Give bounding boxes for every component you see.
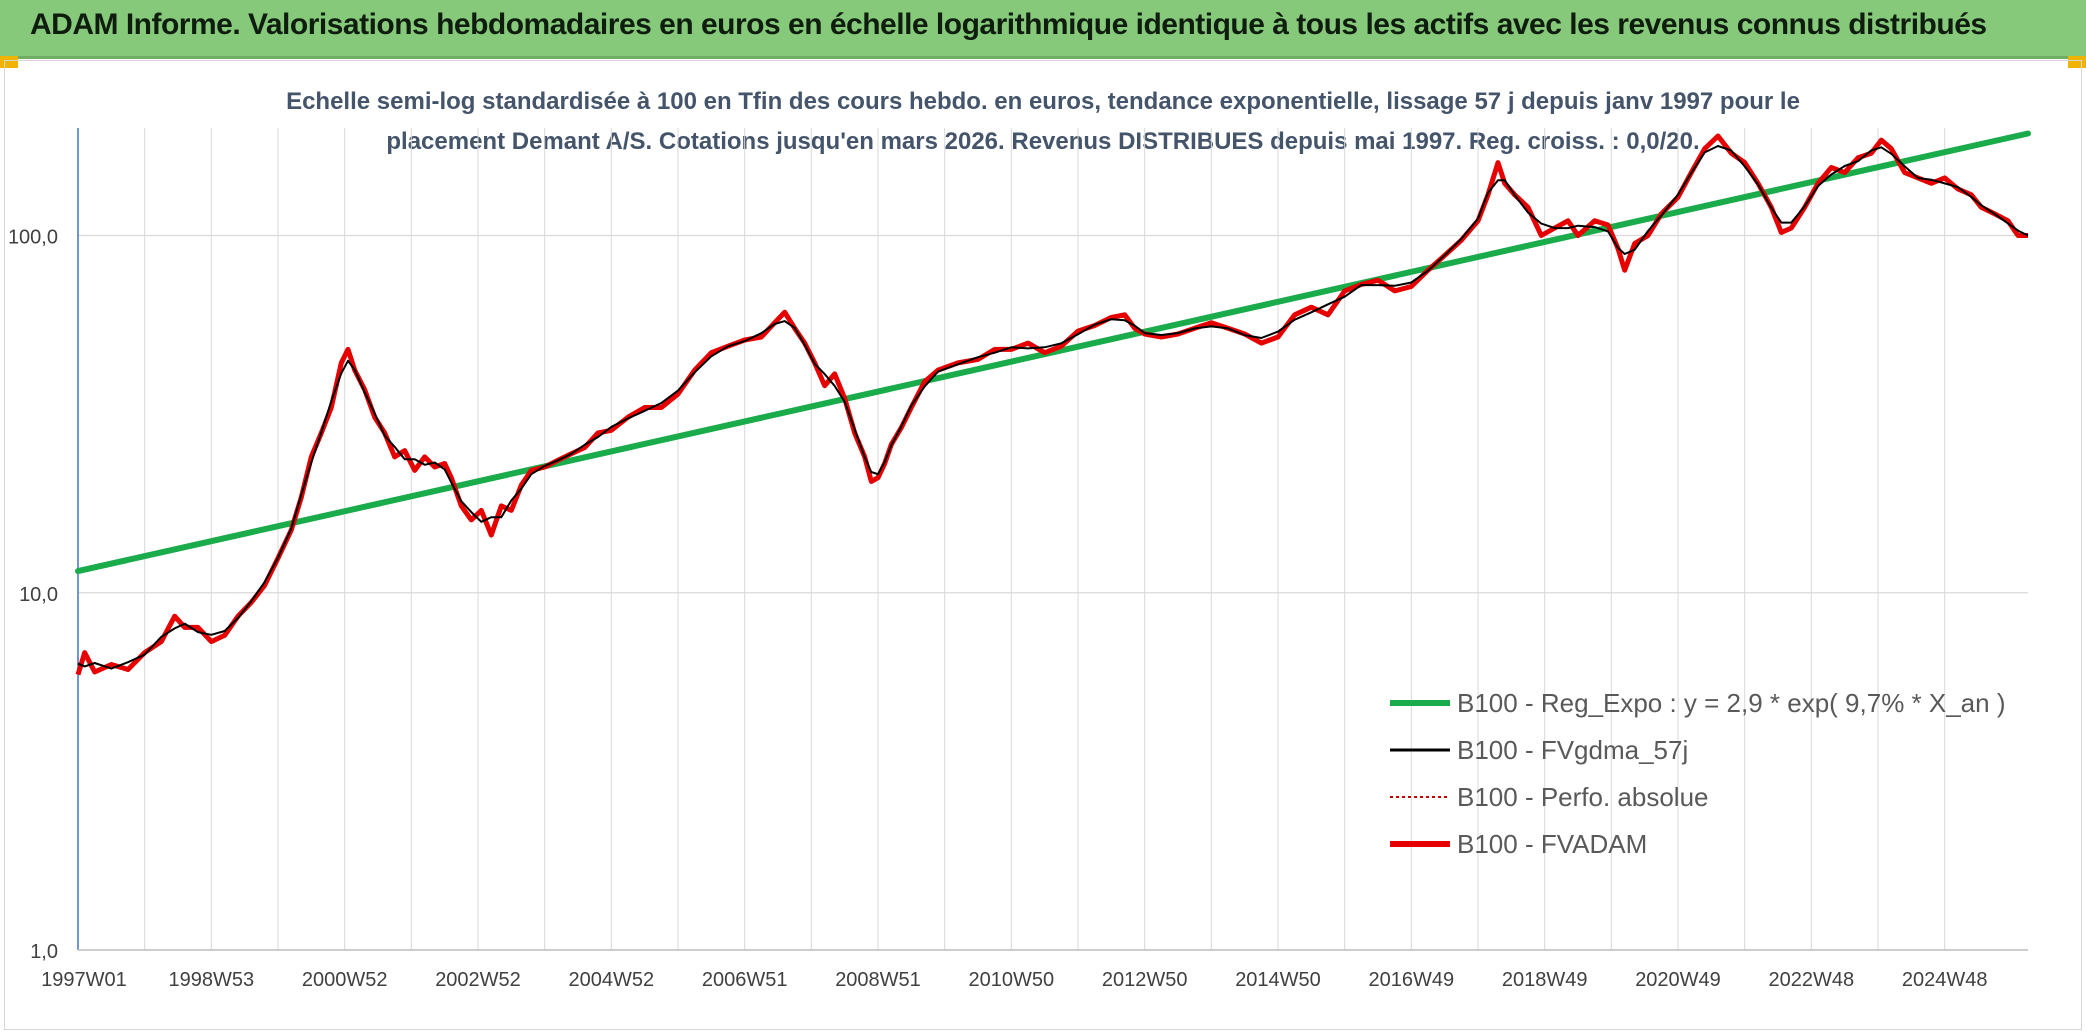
y-tick-label: 1,0 [30, 941, 58, 963]
smoothed-line [77, 145, 2029, 670]
x-tick-label: 2014W50 [1235, 969, 1321, 991]
x-tick-label: 2012W50 [1102, 969, 1188, 991]
y-tick-label: 100,0 [8, 227, 58, 249]
legend-label: B100 - Reg_Expo : y = 2,9 * exp( 9,7% * … [1457, 688, 2006, 718]
header-title: ADAM Informe. Valorisations hebdomadaire… [30, 8, 1987, 41]
x-tick-label: 2016W49 [1369, 969, 1455, 991]
x-tick-label: 2008W51 [835, 969, 921, 991]
chart-frame [4, 60, 2082, 1030]
x-tick-label: 2000W52 [302, 969, 388, 991]
x-tick-label: 2024W48 [1902, 969, 1988, 991]
x-tick-label: 2002W52 [435, 969, 521, 991]
y-tick-label: 10,0 [19, 584, 58, 606]
x-tick-label: 1998W53 [169, 969, 255, 991]
header-bar: ADAM Informe. Valorisations hebdomadaire… [0, 0, 2086, 59]
x-tick-label: 2018W49 [1502, 969, 1588, 991]
x-tick-label: 2022W48 [1769, 969, 1855, 991]
legend-label: B100 - FVADAM [1457, 829, 1647, 859]
legend-label: B100 - Perfo. absolue [1457, 782, 1709, 812]
chart-subtitle-line-2: placement Demant A/S. Cotations jusqu'en… [386, 128, 1700, 155]
x-tick-label: 2004W52 [569, 969, 655, 991]
regression-line [75, 130, 2031, 575]
x-tick-label: 1997W01 [41, 969, 127, 991]
x-tick-label: 2020W49 [1635, 969, 1721, 991]
x-tick-label: 2010W50 [969, 969, 1055, 991]
x-tick-label: 2006W51 [702, 969, 788, 991]
chart-subtitle-line-1: Echelle semi-log standardisée à 100 en T… [286, 88, 1800, 115]
legend-label: B100 - FVgdma_57j [1457, 735, 1688, 765]
